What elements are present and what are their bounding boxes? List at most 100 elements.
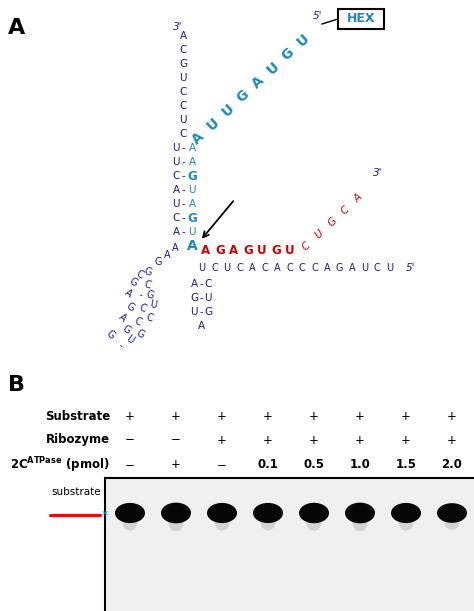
Text: A: A xyxy=(324,263,330,273)
Text: A: A xyxy=(8,18,25,38)
Text: G: G xyxy=(279,45,297,63)
Text: U: U xyxy=(361,263,368,273)
Text: -: - xyxy=(199,279,203,289)
Text: G: G xyxy=(204,307,212,317)
Ellipse shape xyxy=(445,514,459,530)
Text: *: * xyxy=(102,508,108,522)
Text: A: A xyxy=(189,129,207,147)
Text: C: C xyxy=(374,263,380,273)
Text: A: A xyxy=(180,31,187,41)
Text: U: U xyxy=(204,115,222,133)
Text: C: C xyxy=(144,279,153,291)
Text: U: U xyxy=(223,263,230,273)
Text: A: A xyxy=(187,239,197,253)
Text: C: C xyxy=(173,213,180,223)
Text: C: C xyxy=(311,263,318,273)
Text: U: U xyxy=(313,228,325,240)
Text: U: U xyxy=(219,101,237,119)
Text: G: G xyxy=(104,329,116,341)
Text: -: - xyxy=(181,157,185,167)
Text: +: + xyxy=(401,411,411,423)
Text: G: G xyxy=(154,257,162,267)
Ellipse shape xyxy=(253,503,283,523)
Text: C: C xyxy=(179,87,187,97)
Text: Substrate: Substrate xyxy=(45,411,110,423)
Text: 1.5: 1.5 xyxy=(395,458,417,472)
Text: A: A xyxy=(273,263,280,273)
Text: A: A xyxy=(191,279,198,289)
Text: −: − xyxy=(125,433,135,447)
Text: 3': 3' xyxy=(373,168,383,178)
Ellipse shape xyxy=(115,503,145,523)
Text: A: A xyxy=(116,312,128,324)
Text: +: + xyxy=(447,411,457,423)
Text: C: C xyxy=(204,279,212,289)
Text: -: - xyxy=(199,307,203,317)
Text: U: U xyxy=(172,157,180,167)
Text: G: G xyxy=(120,324,132,336)
Text: C: C xyxy=(138,302,148,314)
Text: U: U xyxy=(264,59,282,77)
Text: C: C xyxy=(300,240,312,252)
Text: A: A xyxy=(201,244,210,257)
Text: +: + xyxy=(447,433,457,447)
Text: U: U xyxy=(188,185,196,195)
Text: substrate: substrate xyxy=(51,487,101,497)
Text: C: C xyxy=(146,312,155,324)
Text: U: U xyxy=(124,334,136,346)
Text: G: G xyxy=(190,293,198,303)
Text: U: U xyxy=(172,199,180,209)
Text: C: C xyxy=(261,263,268,273)
Text: C: C xyxy=(179,45,187,55)
Ellipse shape xyxy=(168,514,183,531)
Text: 5': 5' xyxy=(313,11,322,21)
Text: A: A xyxy=(172,243,178,253)
Text: G: G xyxy=(243,244,253,257)
Text: -: - xyxy=(181,199,185,209)
Text: U: U xyxy=(188,227,196,237)
Text: G: G xyxy=(143,266,153,278)
Text: A: A xyxy=(349,263,356,273)
Text: A: A xyxy=(189,157,196,167)
Text: +: + xyxy=(263,433,273,447)
Text: G: G xyxy=(271,244,281,257)
Bar xyxy=(338,9,384,29)
Text: C: C xyxy=(135,269,145,281)
Text: C: C xyxy=(236,263,243,273)
Text: +: + xyxy=(309,411,319,423)
Text: A: A xyxy=(189,143,196,153)
Text: U: U xyxy=(285,244,295,257)
Text: A: A xyxy=(173,227,180,237)
Text: -: - xyxy=(181,213,185,223)
Text: +: + xyxy=(171,458,181,472)
Text: G: G xyxy=(145,289,155,301)
Text: 0.5: 0.5 xyxy=(303,458,325,472)
Ellipse shape xyxy=(122,514,137,530)
Ellipse shape xyxy=(353,514,367,531)
Text: C: C xyxy=(179,129,187,139)
Text: G: G xyxy=(336,263,343,273)
Text: A: A xyxy=(249,73,267,91)
Text: G: G xyxy=(326,216,338,229)
Text: U: U xyxy=(179,73,187,83)
Text: A: A xyxy=(352,192,364,204)
Text: A: A xyxy=(122,287,134,299)
Ellipse shape xyxy=(437,503,467,523)
Text: G: G xyxy=(124,301,136,313)
Text: +: + xyxy=(401,433,411,447)
Text: C: C xyxy=(133,316,143,328)
Text: G: G xyxy=(234,87,252,105)
Text: +: + xyxy=(355,433,365,447)
Text: Ribozyme: Ribozyme xyxy=(46,433,110,447)
Ellipse shape xyxy=(207,503,237,523)
Text: A: A xyxy=(229,244,238,257)
Text: U: U xyxy=(190,307,198,317)
Text: HEX: HEX xyxy=(347,12,375,26)
Ellipse shape xyxy=(345,503,375,524)
Text: G: G xyxy=(127,276,139,288)
Text: A: A xyxy=(249,263,255,273)
Text: C: C xyxy=(173,171,180,181)
Text: 2C$^{\mathbf{ATPase}}$ (pmol): 2C$^{\mathbf{ATPase}}$ (pmol) xyxy=(10,455,110,475)
Text: U: U xyxy=(386,263,393,273)
Ellipse shape xyxy=(261,514,275,530)
